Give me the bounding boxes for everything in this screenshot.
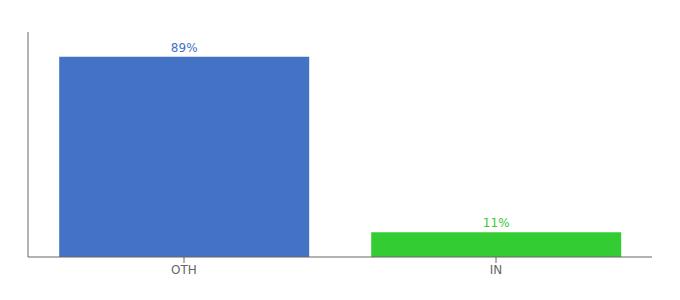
svg-text:89%: 89% <box>171 41 198 55</box>
svg-text:IN: IN <box>490 263 503 277</box>
svg-text:OTH: OTH <box>171 263 197 277</box>
svg-text:11%: 11% <box>483 216 510 230</box>
